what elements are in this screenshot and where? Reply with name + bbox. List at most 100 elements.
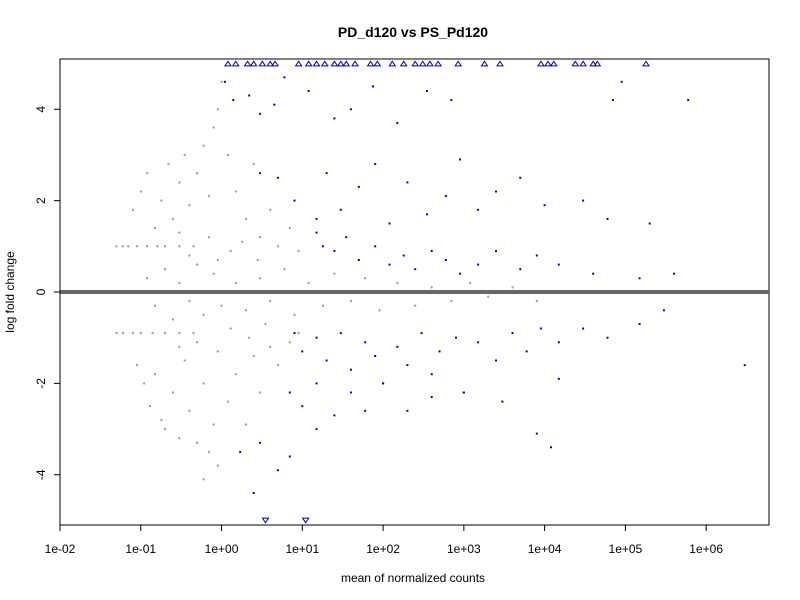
data-point	[277, 245, 279, 248]
data-point	[178, 281, 181, 284]
data-point	[220, 304, 223, 307]
clipped-point-up	[320, 60, 329, 67]
data-point	[414, 304, 417, 307]
data-point	[164, 268, 167, 271]
clipped-point-up	[544, 60, 552, 67]
data-point	[154, 227, 156, 229]
data-point	[743, 364, 746, 367]
data-point	[638, 323, 641, 325]
data-point	[164, 245, 167, 248]
y-axis: -4 -2 0 2 4	[34, 106, 61, 480]
clipped-point-up	[258, 60, 267, 67]
data-point	[557, 263, 560, 266]
data-point	[283, 76, 286, 79]
data-point	[388, 222, 391, 225]
data-point	[511, 286, 514, 289]
data-point	[519, 176, 522, 179]
data-point	[450, 99, 453, 102]
data-point	[288, 455, 291, 458]
clipped-point-up	[589, 60, 598, 67]
data-point	[146, 245, 149, 248]
clipped-point-up	[434, 60, 443, 67]
data-point	[374, 245, 377, 248]
data-point	[252, 163, 255, 166]
data-point	[477, 208, 480, 211]
data-point	[183, 359, 186, 362]
data-point	[345, 236, 348, 239]
data-point	[252, 492, 255, 494]
y-axis-label: log fold change	[3, 251, 17, 333]
x-tick-label: 1e-01	[125, 542, 156, 556]
data-point	[149, 405, 151, 408]
y-tick-label: -4	[34, 469, 48, 480]
clipped-point-up	[373, 60, 382, 67]
data-point	[535, 254, 538, 257]
data-point	[259, 172, 262, 175]
clipped-point-up	[388, 60, 397, 67]
data-point	[226, 400, 229, 403]
clipped-point-up	[312, 60, 321, 67]
data-point	[487, 295, 490, 298]
data-point	[333, 117, 336, 120]
data-point	[264, 323, 267, 325]
data-point	[307, 90, 310, 92]
clipped-point-up	[425, 60, 434, 67]
clipped-point-up	[642, 60, 650, 67]
data-point	[430, 373, 433, 376]
data-point	[462, 391, 465, 394]
data-point	[131, 208, 134, 211]
data-point	[239, 450, 242, 453]
data-point	[208, 195, 210, 198]
x-tick-label: 1e+02	[366, 542, 400, 556]
clipped-point-up	[536, 60, 545, 67]
data-point	[171, 391, 174, 394]
clipped-point-up	[496, 60, 504, 67]
data-point	[139, 190, 142, 193]
data-point	[374, 355, 377, 357]
data-point	[188, 204, 191, 207]
clipped-point-down	[261, 517, 270, 524]
y-tick-label: 4	[34, 106, 48, 113]
data-point	[550, 446, 552, 449]
data-point	[248, 336, 251, 339]
clipped-point-up	[549, 60, 558, 67]
data-point	[234, 281, 237, 284]
data-point	[406, 181, 409, 184]
data-point	[146, 172, 149, 175]
data-point	[183, 153, 186, 156]
data-point	[164, 332, 167, 335]
data-point	[259, 391, 262, 394]
data-point	[178, 332, 181, 335]
data-point	[357, 185, 360, 188]
data-point	[259, 236, 262, 239]
data-point	[188, 254, 191, 257]
clipped-point-up	[418, 60, 427, 67]
data-point	[196, 263, 199, 266]
clipped-point-up	[249, 60, 258, 67]
data-point	[151, 332, 154, 335]
data-point	[244, 423, 247, 426]
data-point	[121, 245, 124, 248]
data-point	[535, 300, 538, 303]
data-point	[216, 259, 219, 261]
data-point	[673, 272, 675, 275]
data-point	[131, 332, 134, 335]
data-point	[648, 222, 651, 225]
data-point	[333, 249, 336, 252]
data-point	[611, 99, 614, 102]
data-point	[511, 332, 514, 335]
data-point	[430, 286, 433, 289]
data-point	[301, 350, 304, 353]
data-point	[382, 382, 385, 385]
data-point	[277, 364, 279, 367]
data-point	[273, 103, 276, 106]
data-point	[339, 208, 342, 211]
data-point	[374, 163, 377, 166]
data-point	[223, 80, 226, 83]
clipped-point-down	[301, 517, 310, 524]
clipped-point-up	[266, 60, 275, 67]
data-point	[315, 231, 318, 234]
data-point	[582, 327, 585, 330]
data-point	[269, 345, 272, 348]
